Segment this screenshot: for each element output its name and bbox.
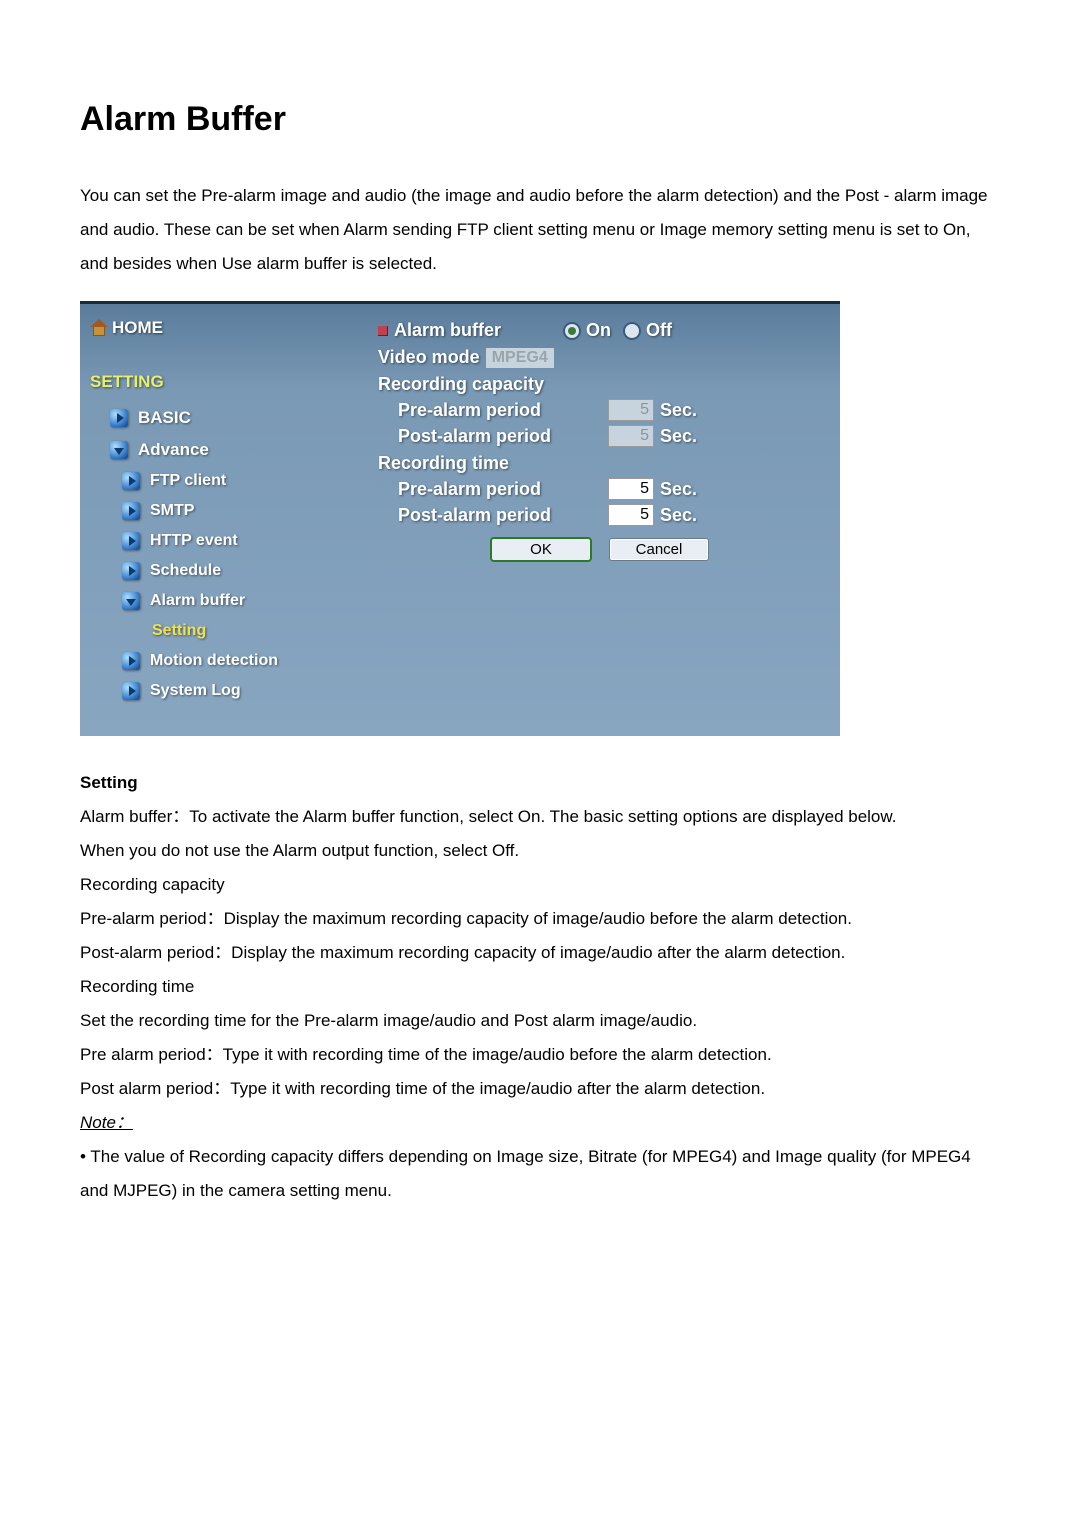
desc-line: When you do not use the Alarm output fun… (80, 834, 1000, 868)
video-mode-value: MPEG4 (486, 348, 554, 368)
triangle-right-icon (122, 502, 140, 520)
sidebar-item-label: Advance (138, 440, 209, 460)
cap-pre-label: Pre-alarm period (398, 400, 608, 421)
sidebar-item-label: System Log (150, 682, 241, 700)
page-title: Alarm Buffer (80, 100, 1000, 139)
sidebar-item-setting[interactable]: Setting (80, 616, 360, 646)
main-panel: Alarm buffer On Off Video mode MPEG4 Rec… (360, 304, 840, 736)
desc-line: Post-alarm period：Display the maximum re… (80, 936, 1000, 970)
sidebar: HOME SETTING BASIC Advance FTP client SMTP H… (80, 304, 360, 736)
sidebar-item-basic[interactable]: BASIC (80, 402, 360, 434)
recording-time-header: Recording time (378, 449, 822, 476)
alarm-buffer-row: Alarm buffer On Off (378, 316, 822, 345)
time-pre-label: Pre-alarm period (398, 479, 608, 500)
desc-line: Alarm buffer：To activate the Alarm buffe… (80, 800, 1000, 834)
button-row: OK Cancel (378, 528, 822, 561)
sidebar-item-schedule[interactable]: Schedule (80, 556, 360, 586)
sidebar-item-label: Motion detection (150, 652, 278, 670)
time-pre-unit: Sec. (660, 479, 697, 500)
sidebar-home[interactable]: HOME (80, 314, 360, 342)
time-pre-row: Pre-alarm period 5 Sec. (378, 476, 822, 502)
desc-line: Recording time (80, 970, 1000, 1004)
sidebar-items: BASIC Advance FTP client SMTP HTTP event Sche… (80, 402, 360, 706)
sidebar-item-ftp-client[interactable]: FTP client (80, 466, 360, 496)
triangle-right-icon (122, 532, 140, 550)
radio-on-label: On (586, 320, 611, 341)
desc-setting-header: Setting (80, 766, 1000, 800)
desc-line: Recording capacity (80, 868, 1000, 902)
home-label: HOME (112, 318, 163, 338)
desc-line: Set the recording time for the Pre-alarm… (80, 1004, 1000, 1038)
triangle-down-icon (110, 441, 128, 459)
time-post-row: Post-alarm period 5 Sec. (378, 502, 822, 528)
video-mode-label: Video mode (378, 347, 480, 368)
sidebar-item-motion-detection[interactable]: Motion detection (80, 646, 360, 676)
square-bullet-icon (378, 326, 388, 336)
cap-pre-unit: Sec. (660, 400, 697, 421)
ok-button[interactable]: OK (491, 538, 591, 561)
cap-pre-row: Pre-alarm period 5 Sec. (378, 397, 822, 423)
cap-pre-value: 5 (608, 399, 654, 421)
cap-post-label: Post-alarm period (398, 426, 608, 447)
desc-note-label: Note： (80, 1113, 133, 1132)
triangle-right-icon (110, 409, 128, 427)
time-post-label: Post-alarm period (398, 505, 608, 526)
sidebar-item-label: Alarm buffer (150, 592, 245, 610)
sidebar-item-advance[interactable]: Advance (80, 434, 360, 466)
sidebar-item-label: FTP client (150, 472, 226, 490)
triangle-right-icon (122, 472, 140, 490)
desc-note-body: • The value of Recording capacity differ… (80, 1140, 1000, 1208)
desc-line: Pre alarm period：Type it with recording … (80, 1038, 1000, 1072)
desc-line: Post alarm period：Type it with recording… (80, 1072, 1000, 1106)
cap-post-row: Post-alarm period 5 Sec. (378, 423, 822, 449)
alarm-buffer-label: Alarm buffer (394, 320, 501, 341)
sidebar-item-smtp[interactable]: SMTP (80, 496, 360, 526)
description-block: Setting Alarm buffer：To activate the Ala… (80, 766, 1000, 1208)
sidebar-item-label: Setting (152, 622, 206, 640)
radio-on[interactable] (563, 322, 581, 340)
sidebar-item-label: Schedule (150, 562, 221, 580)
settings-screenshot: HOME SETTING BASIC Advance FTP client SMTP H… (80, 301, 840, 736)
triangle-right-icon (122, 652, 140, 670)
video-mode-row: Video mode MPEG4 (378, 345, 822, 370)
recording-capacity-header: Recording capacity (378, 370, 822, 397)
sidebar-item-label: BASIC (138, 408, 191, 428)
triangle-right-icon (122, 682, 140, 700)
alarm-buffer-radio-group: On Off (551, 320, 672, 341)
time-pre-input[interactable]: 5 (608, 478, 654, 500)
cap-post-value: 5 (608, 425, 654, 447)
sidebar-item-system-log[interactable]: System Log (80, 676, 360, 706)
sidebar-item-label: SMTP (150, 502, 194, 520)
radio-off[interactable] (623, 322, 641, 340)
radio-off-label: Off (646, 320, 672, 341)
sidebar-item-http-event[interactable]: HTTP event (80, 526, 360, 556)
time-post-input[interactable]: 5 (608, 504, 654, 526)
sidebar-item-label: HTTP event (150, 532, 238, 550)
triangle-down-icon (122, 592, 140, 610)
intro-text: You can set the Pre-alarm image and audi… (80, 179, 1000, 281)
time-post-unit: Sec. (660, 505, 697, 526)
home-icon (90, 321, 108, 335)
cancel-button[interactable]: Cancel (609, 538, 709, 561)
cap-post-unit: Sec. (660, 426, 697, 447)
triangle-right-icon (122, 562, 140, 580)
sidebar-setting-header: SETTING (80, 372, 360, 402)
desc-line: Pre-alarm period：Display the maximum rec… (80, 902, 1000, 936)
sidebar-item-alarm-buffer[interactable]: Alarm buffer (80, 586, 360, 616)
